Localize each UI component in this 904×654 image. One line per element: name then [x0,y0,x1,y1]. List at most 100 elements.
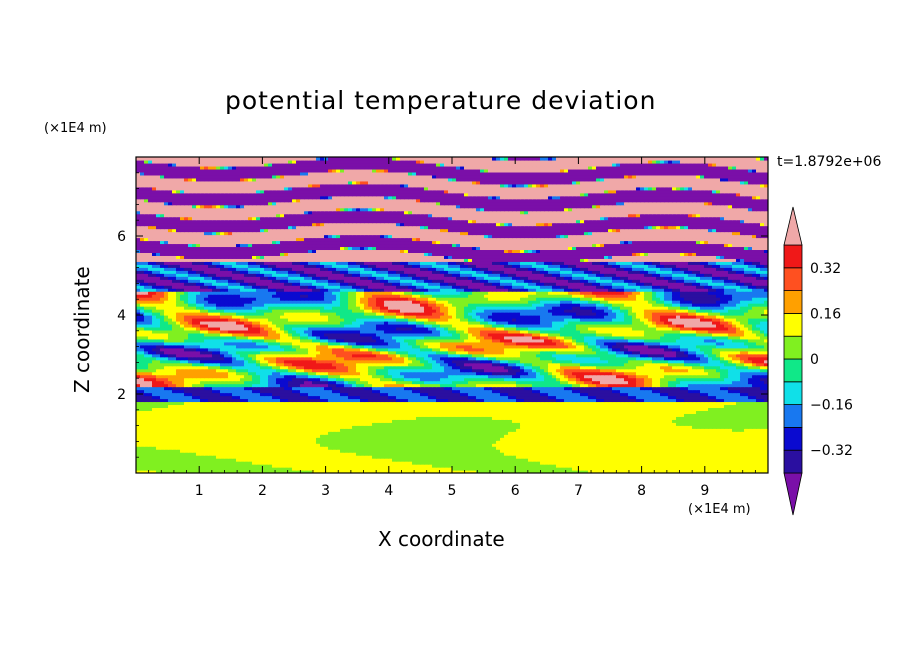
heatmap-cell [756,455,761,459]
heatmap-cell [420,419,425,423]
heatmap-cell [460,470,465,473]
heatmap-cell [164,464,169,468]
heatmap-cell [688,428,693,432]
heatmap-cell [236,419,241,423]
heatmap-cell [388,431,393,435]
heatmap-cell [272,449,277,453]
heatmap-cell [480,437,485,441]
heatmap-cell [732,467,737,471]
heatmap-cell [244,425,249,429]
heatmap-cell [688,461,693,465]
heatmap-cell [224,440,229,444]
heatmap-cell [348,431,353,435]
heatmap-cell [584,422,589,426]
heatmap-cell [320,434,325,438]
heatmap-cell [240,437,245,441]
heatmap-cell [220,458,225,462]
heatmap-cell [504,422,509,426]
heatmap-cell [300,419,305,423]
heatmap-cell [540,443,545,447]
heatmap-cell [412,464,417,468]
heatmap-cell [748,467,753,471]
heatmap-cell [380,422,385,426]
heatmap-cell [736,452,741,456]
heatmap-cell [736,440,741,444]
heatmap-cell [664,437,669,441]
heatmap-cell [296,437,301,441]
heatmap-cell [192,425,197,429]
heatmap-cell [528,458,533,462]
heatmap-cell [320,419,325,423]
heatmap-cell [180,422,185,426]
heatmap-cell [148,428,153,432]
heatmap-cell [228,425,233,429]
heatmap-cell [324,467,329,471]
heatmap-cell [628,428,633,432]
heatmap-cell [308,419,313,423]
chart-title: potential temperature deviation [225,86,657,115]
heatmap-cell [220,452,225,456]
heatmap-cell [396,446,401,450]
heatmap-cell [312,446,317,450]
heatmap-cell [484,431,489,435]
heatmap-cell [272,470,277,473]
heatmap-cell [212,452,217,456]
heatmap-cell [344,428,349,432]
heatmap-cell [444,431,449,435]
heatmap-cell [376,470,381,473]
heatmap-cell [416,434,421,438]
heatmap-cell [160,410,165,414]
heatmap-cell [244,443,249,447]
heatmap-cell [488,434,493,438]
heatmap-cell [724,431,729,435]
heatmap-cell [668,446,673,450]
heatmap-cell [256,440,261,444]
heatmap-cell [616,425,621,429]
heatmap-cell [448,428,453,432]
heatmap-cell [700,461,705,465]
heatmap-cell [232,425,237,429]
heatmap-cell [152,467,157,471]
heatmap-cell [596,437,601,441]
heatmap-cell [496,437,501,441]
heatmap-cell [548,449,553,453]
heatmap-cell [752,443,757,447]
heatmap-cell [760,458,765,462]
heatmap-cell [740,467,745,471]
heatmap-cell [272,416,277,420]
heatmap-cell [568,458,573,462]
heatmap-cell [572,470,577,473]
heatmap-cell [568,422,573,426]
heatmap-cell [336,437,341,441]
heatmap-cell [556,413,561,417]
heatmap-cell [428,425,433,429]
heatmap-cell [416,446,421,450]
heatmap-cell [332,431,337,435]
heatmap-cell [456,425,461,429]
heatmap-cell [576,443,581,447]
heatmap-cell [184,416,189,420]
heatmap-cell [348,428,353,432]
heatmap-cell [252,458,257,462]
heatmap-cell [660,470,665,473]
heatmap-cell [280,455,285,459]
heatmap-cell [180,434,185,438]
heatmap-cell [216,422,221,426]
heatmap-cell [228,452,233,456]
heatmap-cell [232,416,237,420]
heatmap-cell [524,461,529,465]
heatmap-cell [380,455,385,459]
heatmap-cell [356,431,361,435]
heatmap-cell [412,437,417,441]
heatmap-cell [500,425,505,429]
heatmap-cell [228,410,233,414]
heatmap-cell [396,428,401,432]
heatmap-cell [148,413,153,417]
heatmap-cell [384,434,389,438]
heatmap-cell [660,440,665,444]
heatmap-cell [200,455,205,459]
heatmap-cell [304,431,309,435]
heatmap-cell [516,413,521,417]
heatmap-cell [580,452,585,456]
heatmap-cell [184,422,189,426]
